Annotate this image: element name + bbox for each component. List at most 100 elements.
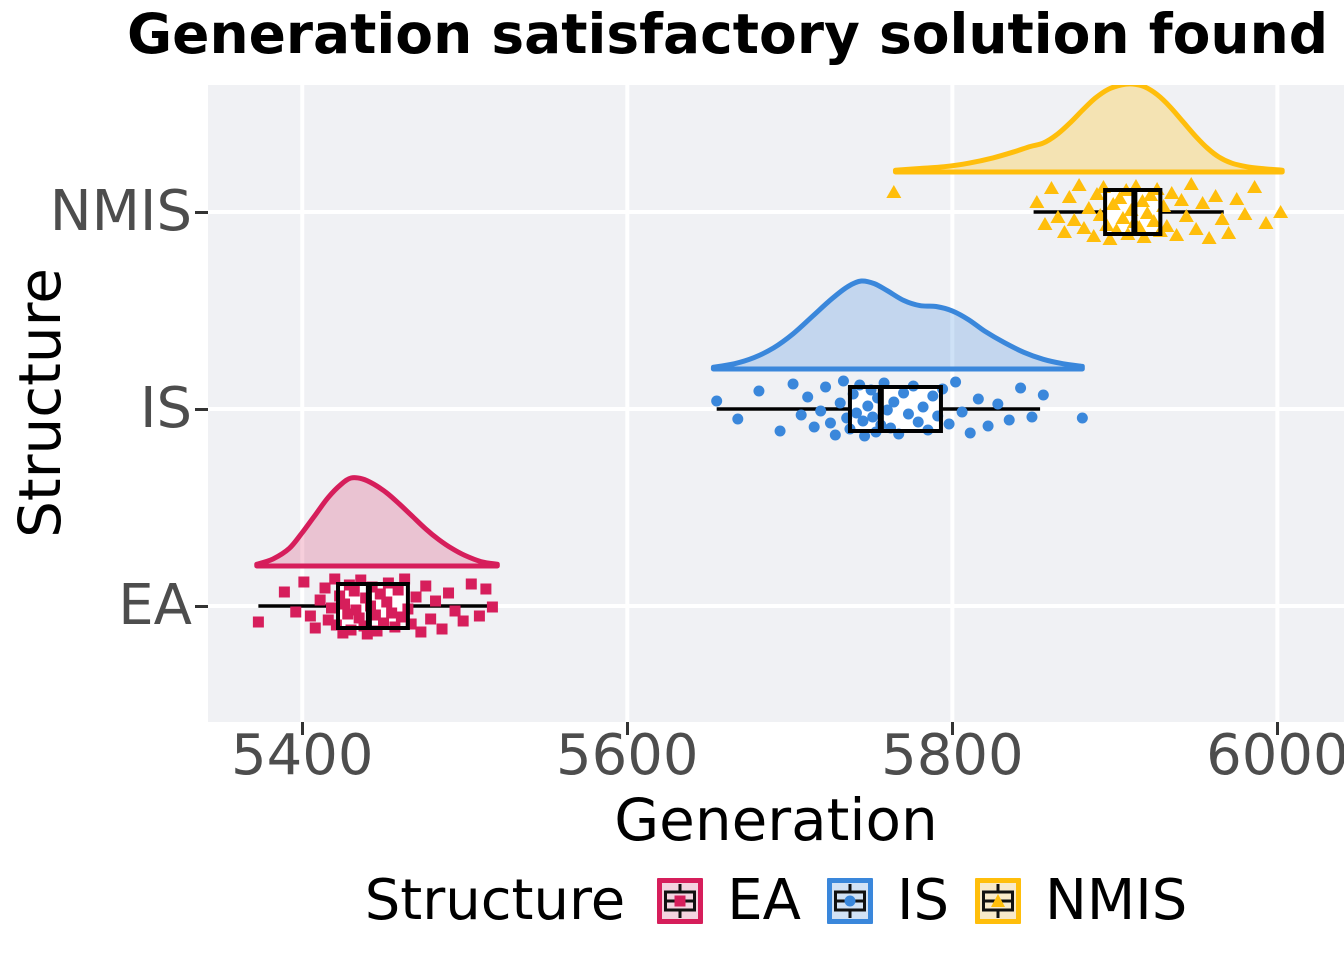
- data-point-triangle: [1037, 217, 1053, 230]
- data-point-triangle: [1066, 213, 1082, 226]
- legend-boxplot-glyph: [664, 883, 697, 918]
- data-point-square: [342, 608, 354, 620]
- legend-key-circle-icon: [826, 877, 873, 924]
- data-point-triangle: [1195, 196, 1211, 209]
- data-point-triangle: [1178, 209, 1194, 222]
- data-point-square: [366, 581, 378, 593]
- data-point-triangle: [1076, 221, 1092, 234]
- data-point-square: [319, 582, 331, 594]
- legend-title: Structure: [364, 868, 626, 933]
- data-point-square: [278, 586, 290, 598]
- data-point-triangle: [1029, 195, 1045, 208]
- data-point-square: [436, 623, 448, 635]
- legend-boxplot-glyph: [833, 883, 866, 918]
- data-point-square: [309, 622, 321, 634]
- density-curve-ea: [254, 475, 500, 569]
- data-point-circle: [943, 418, 955, 430]
- data-point-square: [405, 618, 417, 630]
- data-point-triangle: [1139, 206, 1155, 219]
- data-point-triangle: [1273, 205, 1289, 218]
- data-point-circle: [1015, 382, 1027, 394]
- data-point-circle: [950, 376, 962, 388]
- legend-item-nmis: NMIS: [975, 868, 1187, 933]
- y-axis-title: Structure: [6, 268, 74, 538]
- data-point-triangle: [1188, 222, 1204, 235]
- data-point-square: [392, 584, 404, 596]
- data-point-triangle: [1102, 232, 1118, 245]
- data-point-square: [465, 578, 477, 590]
- x-tick-label-5600: 5600: [556, 723, 699, 788]
- data-point-circle: [824, 417, 836, 429]
- data-point-triangle: [1043, 181, 1059, 194]
- data-point-square: [486, 601, 498, 613]
- data-point-square: [371, 625, 383, 637]
- data-point-triangle: [1134, 194, 1150, 207]
- data-point-circle: [964, 427, 976, 439]
- data-point-circle: [820, 381, 832, 393]
- data-point-circle: [862, 400, 874, 412]
- legend-label-is: IS: [896, 868, 949, 933]
- data-point-triangle: [1247, 180, 1263, 193]
- data-point-triangle: [1214, 212, 1230, 225]
- legend-item-is: IS: [826, 868, 949, 933]
- plot-panel: [208, 85, 1344, 722]
- data-point-square: [252, 616, 264, 628]
- data-point-square: [443, 587, 455, 599]
- data-point-circle: [972, 393, 984, 405]
- data-point-square: [369, 609, 381, 621]
- y-tick-label-nmis: NMIS: [49, 179, 192, 244]
- data-point-circle: [859, 430, 871, 442]
- box-border-is: [847, 385, 943, 433]
- data-point-circle: [917, 401, 929, 413]
- data-point-triangle: [1237, 207, 1253, 220]
- data-point-square: [298, 576, 310, 588]
- legend-key-triangle-icon: [975, 877, 1021, 924]
- density-curve-nmis: [892, 85, 1285, 175]
- data-point-square: [410, 591, 422, 603]
- data-point-square: [348, 585, 360, 597]
- data-point-circle: [888, 396, 900, 408]
- legend-item-ea: EA: [657, 868, 801, 933]
- data-point-triangle: [1173, 193, 1189, 206]
- data-point-square: [395, 611, 407, 623]
- data-point-triangle: [1146, 214, 1162, 227]
- data-point-triangle: [1056, 225, 1072, 238]
- data-point-triangle: [1229, 192, 1245, 205]
- data-point-triangle: [1089, 187, 1105, 200]
- data-point-square: [374, 588, 386, 600]
- data-point-square: [361, 628, 373, 640]
- data-point-circle: [898, 387, 910, 399]
- data-point-triangle: [1136, 230, 1152, 243]
- data-point-triangle: [1258, 216, 1274, 229]
- data-point-triangle: [1071, 178, 1087, 191]
- plot-canvas: [208, 85, 1344, 722]
- data-point-triangle: [1086, 229, 1102, 242]
- x-axis-title: Generation: [614, 786, 938, 854]
- data-point-triangle: [1115, 211, 1131, 224]
- y-tick-mark: [195, 604, 208, 608]
- y-tick-label-ea: EA: [118, 573, 192, 638]
- data-point-circle: [1076, 412, 1088, 424]
- data-point-circle: [902, 408, 914, 420]
- data-point-triangle: [1208, 189, 1224, 202]
- data-point-square: [360, 592, 372, 604]
- data-point-circle: [815, 405, 827, 417]
- data-point-triangle: [886, 185, 902, 198]
- data-point-circle: [857, 415, 869, 427]
- data-point-circle: [829, 429, 841, 441]
- data-point-square: [304, 610, 316, 622]
- data-point-square: [322, 614, 334, 626]
- data-point-circle: [850, 407, 862, 419]
- y-tick-mark: [195, 407, 208, 411]
- data-point-circle: [912, 416, 924, 428]
- data-point-circle: [795, 409, 807, 421]
- density-curve-is: [710, 278, 1085, 372]
- y-tick-mark: [195, 210, 208, 214]
- x-tick-label-5400: 5400: [230, 723, 374, 788]
- legend-boxplot-glyph: [982, 883, 1014, 918]
- data-point-triangle: [1061, 190, 1077, 203]
- y-tick-label-is: IS: [139, 376, 192, 441]
- data-point-square: [381, 596, 393, 608]
- data-point-square: [329, 573, 341, 585]
